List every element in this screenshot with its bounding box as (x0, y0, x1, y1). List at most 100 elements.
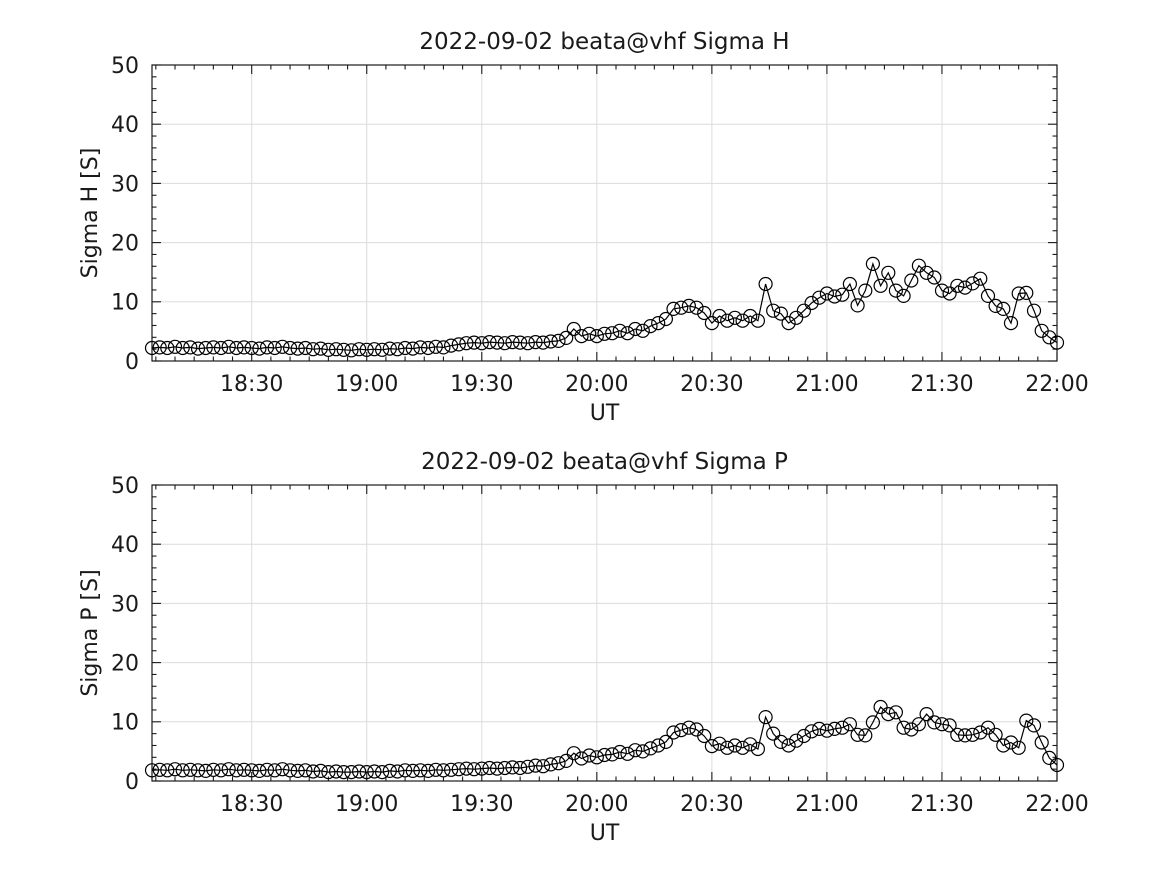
data-markers (144, 699, 1065, 780)
data-point-marker (259, 340, 275, 355)
data-point-marker (612, 744, 627, 760)
data-point-marker (865, 256, 881, 271)
data-point-marker (535, 759, 551, 774)
data-point-marker (812, 721, 827, 737)
data-point-marker (996, 738, 1011, 753)
data-point-marker (1011, 286, 1026, 301)
data-point-marker (965, 276, 980, 291)
data-point-marker (451, 762, 466, 777)
data-point-marker (183, 340, 198, 355)
data-point-marker (643, 741, 658, 756)
y-tick-label: 40 (111, 533, 139, 558)
data-point-marker (1049, 757, 1065, 773)
data-point-marker (1042, 330, 1057, 345)
x-tick-label: 21:00 (795, 372, 858, 397)
data-point-marker (635, 323, 650, 338)
data-point-marker (244, 340, 259, 356)
data-point-marker (919, 265, 934, 280)
data-point-marker (1042, 750, 1057, 766)
data-point-marker (720, 740, 735, 755)
data-point-marker (658, 311, 674, 327)
x-tick-label: 22:00 (1025, 372, 1088, 397)
data-point-marker (359, 342, 374, 357)
data-point-marker (727, 738, 743, 753)
x-tick-label: 19:00 (335, 372, 398, 397)
data-point-marker (988, 298, 1003, 313)
data-point-marker (965, 727, 980, 742)
chart-title: 2022-09-02 beata@vhf Sigma H (419, 29, 789, 55)
data-point-marker (535, 335, 551, 350)
axes-box (151, 484, 1058, 782)
data-point-marker (789, 310, 804, 325)
data-point-marker (198, 763, 213, 779)
gridlines (152, 65, 1057, 361)
y-tick-label: 30 (111, 172, 139, 197)
data-point-marker (436, 763, 451, 778)
data-point-marker (398, 763, 413, 778)
data-point-marker (957, 280, 973, 295)
data-point-marker (674, 300, 689, 315)
data-point-marker (743, 737, 758, 752)
data-point-marker (459, 336, 474, 351)
x-tick-label: 18:30 (220, 792, 283, 817)
data-point-marker (543, 334, 558, 349)
data-point-marker (950, 278, 965, 293)
data-point-marker (405, 763, 420, 779)
data-point-marker (773, 734, 789, 750)
data-point-marker (904, 273, 919, 288)
data-point-marker (259, 762, 275, 777)
data-point-marker (643, 319, 658, 334)
data-point-marker (505, 335, 520, 350)
data-point-marker (298, 340, 313, 356)
data-point-marker (321, 342, 336, 357)
data-point-marker (244, 763, 259, 778)
data-point-marker (582, 748, 597, 763)
data-point-marker (712, 308, 727, 324)
data-point-marker (413, 763, 428, 778)
data-point-marker (980, 720, 996, 735)
data-point-marker (190, 341, 206, 356)
data-point-marker (697, 728, 712, 744)
data-point-marker (252, 763, 267, 779)
data-point-marker (697, 305, 712, 321)
data-point-marker (681, 298, 697, 313)
data-point-marker (144, 763, 160, 778)
data-point-marker (597, 747, 612, 763)
data-point-marker (1034, 735, 1049, 750)
data-line (151, 261, 1058, 351)
data-point-marker (306, 342, 321, 357)
data-point-marker (229, 763, 244, 778)
data-point-marker (605, 326, 620, 341)
data-point-marker (850, 727, 865, 742)
tick-marks (152, 64, 1058, 362)
data-point-marker (267, 340, 282, 356)
data-point-marker (781, 316, 796, 331)
data-point-marker (474, 761, 489, 776)
data-point-marker (804, 295, 819, 311)
data-point-marker (329, 764, 344, 779)
data-point-marker (382, 341, 397, 356)
data-point-marker (628, 321, 643, 337)
data-point-marker (973, 725, 988, 740)
data-point-marker (674, 722, 689, 738)
x-tick-label: 20:30 (680, 792, 743, 817)
data-point-marker (329, 342, 344, 357)
data-line (151, 706, 1058, 773)
data-point-marker (735, 313, 750, 328)
data-point-marker (283, 340, 298, 356)
tick-labels: 18:30 19:00 19:30 20:00 20:30 21:00 21:30 22:00… (111, 54, 1089, 397)
data-point-marker (988, 727, 1003, 742)
data-point-marker (919, 706, 934, 722)
data-point-marker (842, 717, 858, 732)
data-point-marker (512, 760, 528, 776)
data-point-marker (490, 761, 505, 776)
data-point-marker (459, 761, 474, 776)
data-point-marker (720, 313, 735, 328)
data-point-marker (520, 336, 535, 351)
data-markers (144, 256, 1065, 358)
data-point-marker (152, 762, 167, 777)
x-tick-label: 18:30 (220, 372, 283, 397)
data-point-marker (704, 738, 720, 754)
data-point-marker (620, 326, 635, 341)
data-point-marker (773, 306, 789, 321)
